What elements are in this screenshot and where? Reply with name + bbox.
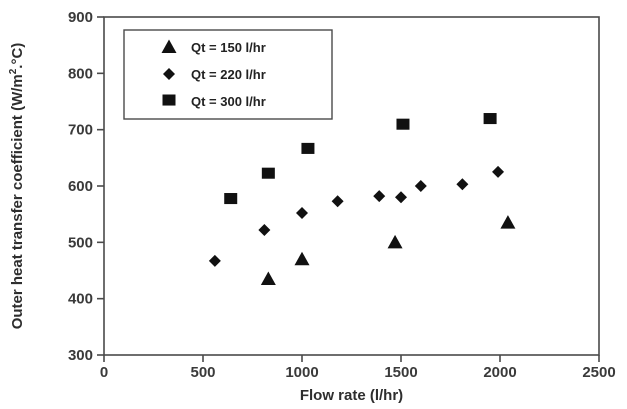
y-axis-title: Outer heat transfer coefficient (W/m2.°C… bbox=[8, 43, 26, 330]
data-point-diamond bbox=[296, 207, 308, 220]
data-point-triangle bbox=[260, 271, 276, 285]
data-point-diamond bbox=[373, 190, 386, 203]
x-tick-label: 2000 bbox=[483, 364, 516, 381]
legend-marker-diamond bbox=[163, 68, 175, 80]
data-point-square bbox=[224, 193, 238, 205]
x-tick-label: 0 bbox=[100, 364, 108, 381]
data-point-square bbox=[483, 113, 497, 125]
legend-box bbox=[123, 29, 333, 120]
x-tick-label: 2500 bbox=[582, 364, 615, 381]
y-tick-label: 600 bbox=[68, 178, 93, 195]
axes-layer: 0 500 1000 1500 2000 2500 300 400 500 600 700 800 90… bbox=[8, 9, 616, 404]
data-point-diamond bbox=[258, 223, 271, 236]
legend-marker-square bbox=[162, 94, 176, 106]
data-point-triangle bbox=[294, 251, 310, 266]
data-point-diamond bbox=[395, 191, 407, 204]
data-point-triangle bbox=[500, 215, 516, 229]
data-point-diamond bbox=[456, 178, 469, 191]
data-points-layer bbox=[208, 113, 516, 285]
data-point-diamond bbox=[492, 165, 505, 178]
x-tick-label: 1500 bbox=[384, 364, 417, 381]
x-tick-label: 1000 bbox=[285, 364, 318, 381]
legend-marker-triangle bbox=[161, 39, 177, 53]
legend: Qt = 150 l/hr Qt = 220 l/hr Qt = 300 l/hr bbox=[123, 29, 333, 120]
data-point-triangle bbox=[387, 234, 403, 249]
y-tick-label: 500 bbox=[68, 234, 93, 251]
legend-label: Qt = 150 l/hr bbox=[191, 40, 266, 55]
legend-label: Qt = 300 l/hr bbox=[191, 94, 266, 109]
data-point-square bbox=[396, 118, 410, 130]
data-point-diamond bbox=[331, 195, 344, 208]
data-point-diamond bbox=[414, 180, 427, 192]
y-tick-label: 800 bbox=[68, 65, 93, 82]
x-axis-title: Flow rate (l/hr) bbox=[300, 387, 403, 404]
data-point-square bbox=[301, 142, 315, 154]
data-point-diamond bbox=[208, 254, 221, 267]
y-tick-label: 700 bbox=[68, 122, 93, 139]
data-point-square bbox=[261, 167, 275, 179]
y-tick-label: 900 bbox=[68, 9, 93, 26]
x-tick-label: 500 bbox=[190, 364, 215, 381]
y-tick-label: 400 bbox=[68, 291, 93, 308]
y-tick-label: 300 bbox=[68, 347, 93, 364]
legend-label: Qt = 220 l/hr bbox=[191, 67, 266, 82]
